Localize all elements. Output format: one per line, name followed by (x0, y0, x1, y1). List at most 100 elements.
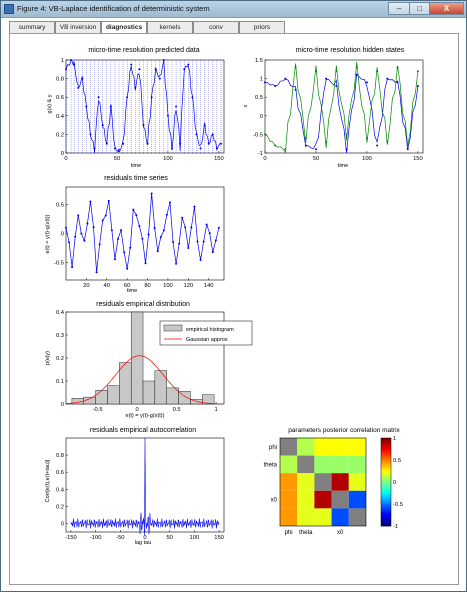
hidden-green-point (376, 70, 379, 73)
residuals-ts-ytick-label: 0.5 (56, 202, 64, 208)
colorbar-segment (381, 499, 391, 503)
residuals-ts-point (190, 226, 193, 229)
autocorr-xtick-label: 0 (143, 535, 146, 541)
hidden-blue-point (345, 148, 348, 151)
colorbar-segment (381, 464, 391, 467)
colorbar-segment (381, 453, 391, 456)
residuals-ts-point (113, 258, 116, 261)
hidden-ytick-label: 0.5 (255, 95, 263, 101)
predicted-data-point (105, 142, 108, 145)
hidden-green-point (406, 144, 409, 147)
predicted-ytick-label: 0.2 (56, 132, 64, 138)
predicted-xtick-label: 0 (64, 156, 67, 162)
hidden-blue-point (294, 88, 297, 91)
residuals-ts-xtick-label: 20 (83, 283, 89, 289)
close-button[interactable]: X (429, 2, 464, 15)
predicted-data-point (126, 96, 129, 99)
colorbar-segment (381, 484, 391, 487)
predicted-ylabel: g(x) & y (47, 94, 53, 113)
tab-conv[interactable]: conv (193, 21, 239, 33)
window-title: Figure 4: VB-Laplace identification of d… (17, 4, 210, 13)
title-bar[interactable]: Figure 4: VB-Laplace identification of d… (1, 1, 466, 18)
residuals-ts-point (217, 226, 220, 229)
corrmat-row-label: x0 (271, 498, 278, 504)
colorbar-segment (381, 495, 391, 498)
colorbar-segment (381, 457, 391, 461)
hidden-blue-point (284, 77, 287, 80)
residuals-ts-point (208, 232, 211, 235)
hidden-title: micro-time resolution hidden states (296, 47, 405, 54)
residuals-ts-point (89, 200, 92, 203)
minimize-button[interactable]: – (388, 2, 410, 15)
residuals-ts-point (147, 233, 150, 236)
hidden-blue-point (314, 148, 317, 151)
tab-vb-inversion[interactable]: VB inversion (55, 21, 101, 33)
autocorr-xtick-label: 50 (166, 535, 172, 541)
autocorr-ylabel: Corr[e(t),e(t+tau)] (45, 459, 51, 502)
maximize-button[interactable]: □ (409, 2, 430, 15)
corr-cell (297, 473, 315, 491)
residuals-ts-point (178, 242, 181, 245)
colorbar-segment (381, 475, 391, 478)
predicted-data-point (175, 105, 178, 108)
autocorr-xtick-label: -100 (90, 535, 102, 541)
hidden-blue-point (376, 144, 379, 147)
colorbar-segment (381, 490, 391, 494)
colorbar-segment (381, 508, 391, 511)
predicted-data-point (85, 105, 88, 108)
colorbar-segment (381, 446, 391, 450)
residuals-ts-xtick-label: 100 (163, 283, 173, 289)
colorbar-segment (381, 438, 391, 441)
residuals-ts-point (86, 222, 89, 225)
predicted-xtick-label: 150 (214, 156, 224, 162)
autocorr-line (70, 437, 220, 536)
residuals-ts-axes (65, 186, 225, 281)
corr-cell (331, 490, 349, 509)
colorbar-tick-label: -0.5 (393, 502, 403, 508)
residuals-ts-point (214, 239, 217, 242)
residuals-ts-point (184, 226, 187, 229)
residuals-ts-xtick-label: 60 (124, 283, 130, 289)
corr-cell (280, 508, 298, 526)
residuals-ts-point (71, 266, 74, 269)
hidden-green-point (345, 133, 348, 136)
hidden-green-point (314, 70, 317, 73)
colorbar-segment (381, 501, 391, 505)
residuals-ts-point (77, 214, 80, 217)
predicted-data-point (219, 142, 222, 145)
hidden-blue-point (304, 144, 307, 147)
corr-cell (314, 508, 332, 526)
tab-kernels[interactable]: kernels (147, 21, 193, 33)
predicted-data-point (93, 147, 96, 150)
tab-diagnostics[interactable]: diagnostics (101, 21, 147, 34)
corr-cell (297, 438, 315, 456)
corrmat-row-label: theta (264, 462, 278, 468)
corr-cell (348, 490, 366, 509)
autocorr-xtick-label: -50 (116, 535, 124, 541)
colorbar-segment (381, 440, 391, 443)
predicted-data-point (146, 142, 149, 145)
colorbar-segment (381, 473, 391, 476)
predicted-xtick-label: 50 (114, 156, 120, 162)
residuals-ts-point (107, 199, 110, 202)
residuals-ts-point (168, 201, 171, 204)
predicted-ytick-label: 0.8 (56, 77, 64, 83)
tab-summary[interactable]: summary (9, 21, 55, 33)
residuals-ts-point (120, 229, 123, 232)
predicted-data-point (101, 124, 104, 127)
hidden-ytick-label: 1.5 (255, 58, 263, 64)
tab-priors[interactable]: priors (239, 21, 285, 33)
hidden-ytick-label: 1 (260, 77, 263, 83)
residuals-dist-ytick-label: 0.3 (56, 333, 64, 339)
hidden-xtick-label: 100 (362, 156, 372, 162)
corrmat-col-label: theta (299, 530, 313, 536)
residuals-ts-point (104, 214, 107, 217)
predicted-data-point (162, 59, 165, 61)
colorbar-segment (381, 521, 391, 525)
autocorr-ytick-label: 0.4 (56, 487, 65, 493)
histogram-bar (130, 311, 144, 405)
hidden-green-point (386, 140, 389, 143)
predicted-xlabel: time (131, 163, 141, 169)
